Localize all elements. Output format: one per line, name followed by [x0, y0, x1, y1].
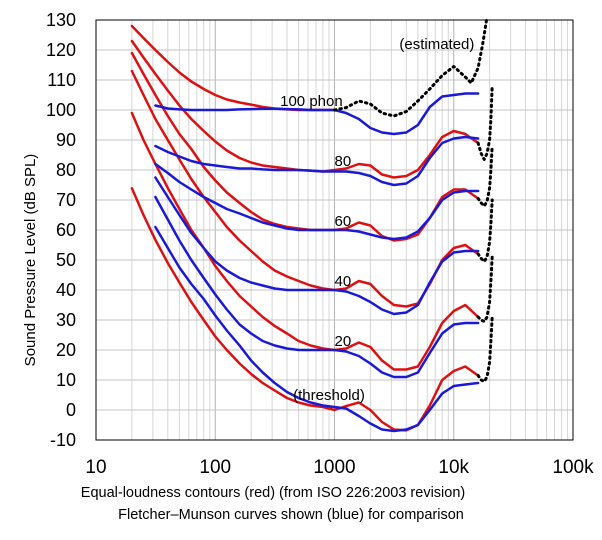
caption-line-2: Fletcher–Munson curves shown (blue) for … — [118, 507, 464, 523]
y-tick-labels: -10 0 10 20 30 40 50 60 70 80 90 100 110 120 130 — [46, 10, 76, 450]
curve-annotation: (threshold) — [293, 387, 365, 404]
curve-annotation: 20 — [335, 333, 352, 350]
y-tick-label: 110 — [47, 70, 76, 90]
x-tick-label: 10 — [85, 457, 106, 478]
series-line-estimated — [476, 255, 494, 323]
x-tick-label: 1000 — [313, 457, 355, 478]
y-tick-label: 100 — [46, 100, 76, 120]
series-line-fletcher-blue — [154, 135, 480, 187]
y-tick-label: 50 — [56, 250, 76, 270]
x-tick-label: 100 — [199, 457, 231, 478]
series-line-estimated — [333, 15, 489, 118]
y-tick-label: 70 — [56, 190, 76, 210]
series-line-fletcher-blue — [154, 92, 480, 136]
y-tick-label: 90 — [56, 130, 76, 150]
curve-annotation: 40 — [335, 273, 352, 290]
y-tick-label: 40 — [56, 280, 76, 300]
y-tick-label: -10 — [50, 430, 76, 450]
series-line-estimated — [476, 198, 494, 263]
x-tick-label: 10k — [438, 457, 469, 478]
series-line-estimated — [476, 84, 494, 161]
grid — [95, 19, 573, 441]
series-line-estimated — [476, 315, 494, 383]
series-line-iso-red — [130, 51, 480, 242]
x-tick-label: 100k — [552, 457, 594, 478]
curve-annotation: 60 — [335, 213, 352, 230]
series-line-fletcher-blue — [154, 162, 480, 241]
y-tick-label: 130 — [46, 10, 76, 30]
x-tick-labels: 10 100 1000 10k 100k — [85, 457, 594, 478]
y-tick-label: 10 — [56, 370, 76, 390]
y-tick-label: 20 — [56, 340, 76, 360]
series-line-fletcher-blue — [154, 225, 480, 433]
curve-annotation: (estimated) — [399, 36, 474, 53]
series-group — [130, 15, 494, 433]
y-tick-label: 60 — [56, 220, 76, 240]
series-line-fletcher-blue — [154, 176, 480, 316]
y-tick-label: 0 — [66, 400, 76, 420]
y-tick-label: 120 — [46, 40, 76, 60]
series-line-iso-red — [130, 111, 480, 371]
series-line-fletcher-blue — [154, 195, 480, 379]
y-tick-label: 30 — [56, 310, 76, 330]
curve-annotation: 100 phon — [280, 93, 343, 110]
curve-annotation: 80 — [335, 153, 352, 170]
annotations: (estimated) 100 phon 80 60 40 20 (threshold) — [280, 36, 474, 404]
series-line-estimated — [476, 144, 494, 208]
y-axis-label: Sound Pressure Level (dB SPL) — [22, 154, 39, 367]
caption-line-1: Equal-loudness contours (red) (from ISO … — [80, 485, 466, 501]
plot-frame — [95, 19, 574, 441]
chart: -10 0 10 20 30 40 50 60 70 80 90 100 110 120 130 10 100… — [22, 10, 594, 478]
y-tick-label: 80 — [56, 160, 76, 180]
